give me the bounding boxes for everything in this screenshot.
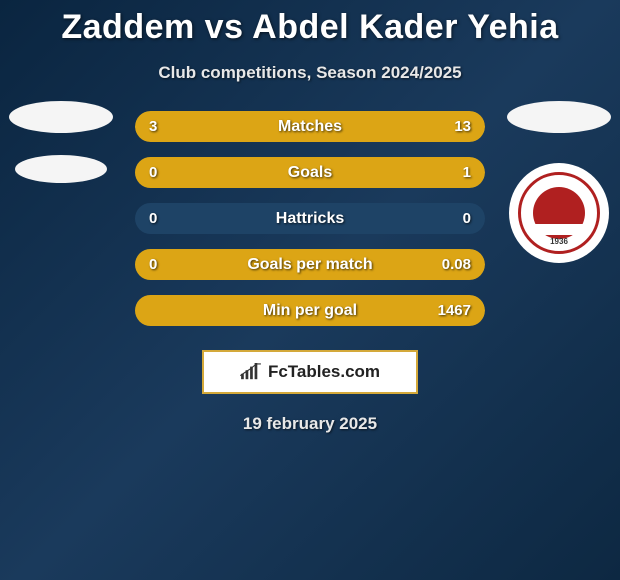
player-left-club-placeholder [15, 155, 107, 183]
brand-text: FcTables.com [268, 362, 380, 382]
player-right-avatar-col: 1936 [504, 101, 614, 263]
stat-fill-left [135, 111, 202, 142]
player-left-avatar-placeholder [9, 101, 113, 133]
stat-row: 0 Goals per match 0.08 [135, 249, 485, 280]
stat-value-right: 0 [463, 210, 471, 227]
stat-value-right: 13 [454, 118, 471, 135]
stat-row: Min per goal 1467 [135, 295, 485, 326]
bar-chart-icon [240, 363, 262, 381]
stat-label: Matches [278, 118, 342, 136]
stat-label: Goals per match [247, 256, 372, 274]
stat-value-left: 3 [149, 118, 157, 135]
stat-value-right: 1 [463, 164, 471, 181]
stat-value-left: 0 [149, 210, 157, 227]
page-title: Zaddem vs Abdel Kader Yehia [0, 8, 620, 47]
stat-row: 0 Hattricks 0 [135, 203, 485, 234]
stat-value-left: 0 [149, 164, 157, 181]
stats-block: 1936 3 Matches 13 0 Goals 1 0 Hattricks 0 0 Goals … [0, 111, 620, 326]
stat-rows: 3 Matches 13 0 Goals 1 0 Hattricks 0 0 Goals per m… [135, 111, 485, 326]
club-badge-strip [528, 224, 590, 235]
stat-value-right: 0.08 [442, 256, 471, 273]
footer-date: 19 february 2025 [0, 414, 620, 434]
club-badge-year: 1936 [550, 237, 568, 246]
player-right-club-badge: 1936 [509, 163, 609, 263]
subtitle: Club competitions, Season 2024/2025 [0, 63, 620, 83]
stat-label: Min per goal [263, 302, 357, 320]
stat-value-left: 0 [149, 256, 157, 273]
stat-row: 0 Goals 1 [135, 157, 485, 188]
brand-badge[interactable]: FcTables.com [202, 350, 418, 394]
stat-row: 3 Matches 13 [135, 111, 485, 142]
stat-label: Goals [288, 164, 332, 182]
stat-value-right: 1467 [438, 302, 471, 319]
player-left-avatar-col [6, 101, 116, 183]
comparison-card: Zaddem vs Abdel Kader Yehia Club competi… [0, 0, 620, 434]
stat-fill-right [202, 111, 486, 142]
club-badge-inner: 1936 [518, 172, 600, 254]
player-right-avatar-placeholder [507, 101, 611, 133]
stat-label: Hattricks [276, 210, 344, 228]
